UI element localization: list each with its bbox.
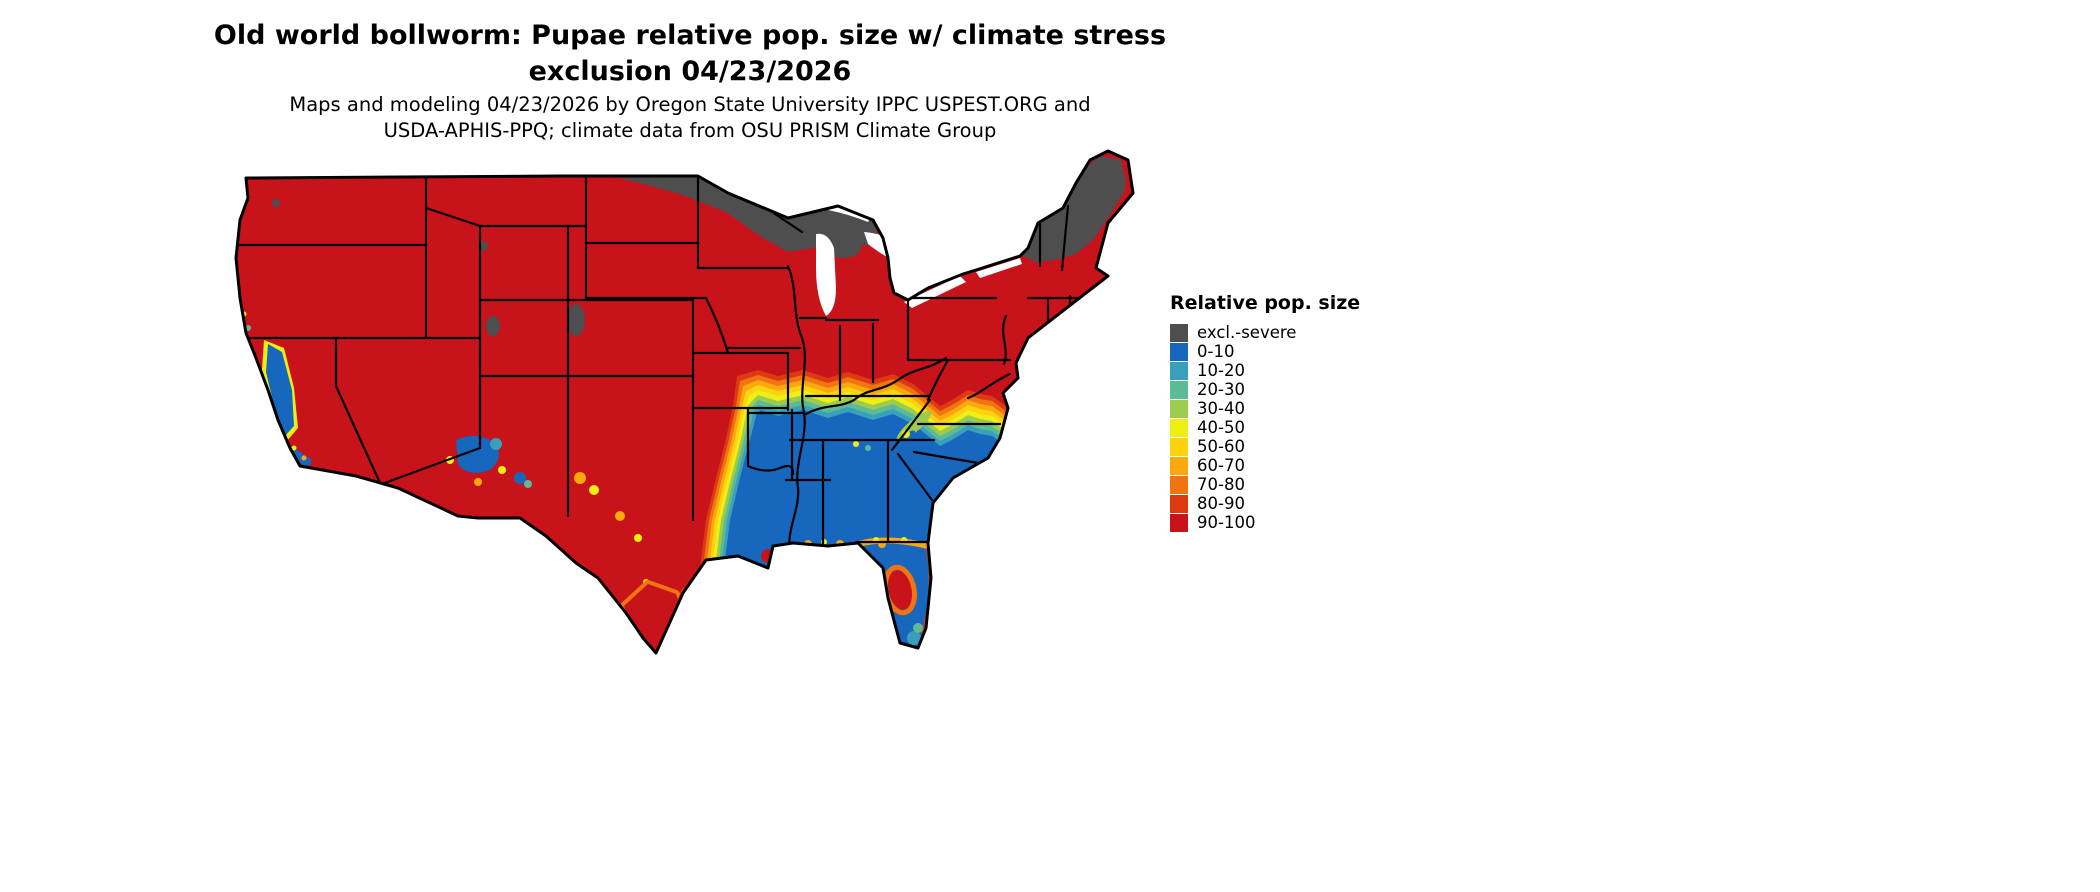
legend-item: 30-40 — [1170, 399, 1400, 418]
legend-swatch — [1170, 513, 1188, 532]
legend-item: 70-80 — [1170, 475, 1400, 494]
title-line-1: Old world bollworm: Pupae relative pop. … — [213, 20, 1167, 51]
arizona-se-blue — [514, 472, 526, 484]
legend-item: 90-100 — [1170, 513, 1400, 532]
legend-swatch — [1170, 323, 1188, 342]
lake-ontario — [976, 258, 1022, 278]
legend: Relative pop. size excl.-severe 0-10 10-20… — [1170, 292, 1400, 532]
florida-red-blob — [887, 570, 913, 610]
legend-label: 30-40 — [1197, 399, 1245, 418]
legend-label: excl.-severe — [1197, 323, 1297, 342]
legend-label: 40-50 — [1197, 418, 1245, 437]
subtitle-line-1: Maps and modeling 04/23/2026 by Oregon S… — [289, 93, 1091, 116]
legend-item: 50-60 — [1170, 437, 1400, 456]
legend-swatch — [1170, 342, 1188, 361]
legend-item: 80-90 — [1170, 494, 1400, 513]
legend-items: excl.-severe 0-10 10-20 20-30 30-40 40-50 50-6… — [1170, 323, 1400, 532]
legend-item: 0-10 — [1170, 342, 1400, 361]
florida-tip-teal — [907, 631, 921, 645]
legend-title: Relative pop. size — [1170, 292, 1361, 314]
exclusion-colorado-rockies — [567, 304, 585, 336]
state-borders — [236, 174, 1086, 554]
legend-swatch — [1170, 361, 1188, 380]
page-subtitle: Maps and modeling 04/23/2026 by Oregon S… — [90, 92, 1290, 145]
legend-label: 20-30 — [1197, 380, 1245, 399]
legend-label: 10-20 — [1197, 361, 1245, 380]
us-map — [234, 149, 1135, 655]
legend-swatch — [1170, 494, 1188, 513]
map-outline — [234, 149, 1135, 655]
exclusion-washington-cascades — [272, 199, 280, 207]
legend-label: 0-10 — [1197, 342, 1235, 361]
lake-michigan — [816, 233, 836, 316]
southwest-details — [241, 311, 649, 585]
legend-item: 40-50 — [1170, 418, 1400, 437]
exclusion-great-salt-lake — [486, 316, 500, 336]
legend-label: 80-90 — [1197, 494, 1245, 513]
legend-label: 70-80 — [1197, 475, 1245, 494]
transition-bands — [698, 370, 1128, 653]
legend-label: 60-70 — [1197, 456, 1245, 475]
exclusion-north-central — [618, 176, 878, 252]
exclusion-regions — [272, 156, 1126, 336]
exclusion-northeast — [1023, 156, 1126, 262]
legend-item: 60-70 — [1170, 456, 1400, 475]
legend-swatch — [1170, 418, 1188, 437]
arizona-teal-patch — [490, 438, 502, 450]
legend-item: excl.-severe — [1170, 323, 1400, 342]
title-line-2: exclusion 04/23/2026 — [528, 56, 852, 88]
subtitle-line-2: USDA-APHIS-PPQ; climate data from OSU PR… — [383, 119, 997, 143]
lake-erie — [904, 276, 966, 308]
legend-swatch — [1170, 399, 1188, 418]
legend-swatch — [1170, 437, 1188, 456]
central-valley-blue — [266, 344, 294, 436]
legend-swatch — [1170, 380, 1188, 399]
legend-swatch — [1170, 475, 1188, 494]
legend-label: 50-60 — [1197, 437, 1245, 456]
page-title: Old world bollworm: Pupae relative pop. … — [90, 18, 1290, 91]
legend-item: 20-30 — [1170, 380, 1400, 399]
legend-swatch — [1170, 456, 1188, 475]
legend-item: 10-20 — [1170, 361, 1400, 380]
florida-tip-green — [913, 623, 923, 633]
legend-label: 90-100 — [1197, 513, 1256, 532]
arizona-blue-patch — [456, 435, 499, 473]
